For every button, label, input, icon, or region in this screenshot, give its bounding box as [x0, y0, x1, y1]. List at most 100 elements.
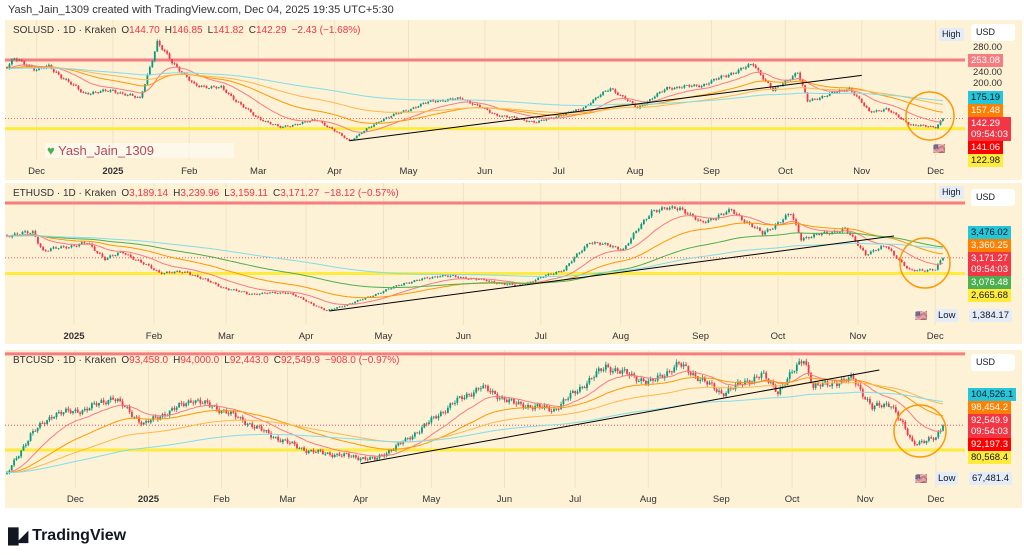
candle-body [416, 432, 419, 434]
candle-body [26, 231, 29, 234]
candle-body [875, 110, 878, 112]
price-plot[interactable] [5, 183, 965, 344]
candle-body [20, 450, 23, 457]
candle-body [916, 270, 919, 272]
candle-body [330, 309, 333, 310]
candle-body [265, 430, 268, 432]
candle-body [602, 369, 605, 371]
candle-body [132, 257, 135, 260]
candle-body [75, 245, 78, 247]
candle-body [52, 247, 55, 249]
candle-body [175, 407, 178, 410]
currency-button[interactable]: USD [971, 354, 1015, 371]
candle-body [260, 426, 263, 431]
us-event-icon[interactable]: 🇺🇸 [933, 144, 946, 155]
candle-body [53, 417, 56, 419]
us-event-icon[interactable]: 🇺🇸 [915, 311, 928, 322]
candle-body [789, 214, 792, 215]
candle-body [213, 86, 215, 88]
candle-body [583, 246, 586, 251]
candle-body [836, 382, 838, 386]
candle-body [666, 207, 668, 210]
candle-body [86, 243, 88, 245]
candle-body [18, 234, 21, 236]
tradingview-logo-icon: █◢ [8, 528, 28, 545]
currency-button[interactable]: USD [971, 24, 1015, 41]
sol-chart-panel[interactable]: SOLUSD · 1D · Kraken O144.70 H146.85 L141.8… [5, 20, 1022, 180]
candle-body [300, 447, 303, 449]
candle-body [232, 411, 235, 413]
candle-body [41, 423, 44, 424]
price-scale[interactable]: USD 3,476.02 3,360.25 3,171.27 09:54:03 3,076… [965, 183, 1022, 344]
candle-body [247, 108, 250, 110]
candle-body [661, 207, 663, 211]
ohlc-key-o: O [121, 355, 130, 366]
candle-body [251, 423, 254, 428]
candle-body [692, 373, 694, 375]
candle-body [666, 371, 669, 377]
candle-body [612, 246, 614, 248]
candle-body [807, 364, 810, 373]
candle-body [609, 88, 612, 91]
candle-body [272, 124, 274, 125]
candle-body [537, 277, 540, 281]
candle-body [129, 254, 132, 258]
candle-body [416, 280, 418, 281]
candle-body [706, 381, 709, 385]
candle-body [395, 113, 398, 115]
candle-body [477, 388, 480, 390]
trendline[interactable] [329, 235, 895, 312]
highlight-circle[interactable] [899, 237, 951, 289]
candle-body [699, 220, 702, 222]
candle-body [407, 110, 410, 112]
candle-body [47, 250, 50, 252]
price-scale[interactable]: USD 104,526.1 98,454.2 92,549.9 09:54:03 92,1… [965, 350, 1022, 508]
candle-body [794, 73, 797, 77]
candle-body [523, 118, 526, 121]
price-plot[interactable] [5, 20, 965, 180]
candle-body [324, 453, 327, 455]
candle-body [927, 437, 930, 441]
candle-body [855, 95, 858, 97]
trendline[interactable] [349, 74, 862, 142]
candle-body [624, 245, 627, 250]
price-scale[interactable]: USD 280.00 240.00 200.00 253.08 175.19 157.48 1… [965, 20, 1022, 180]
candle-body [705, 83, 708, 85]
candle-body [299, 123, 302, 125]
candle-body [742, 67, 745, 69]
candle-body [758, 376, 761, 378]
candle-body [213, 405, 216, 407]
candle-body [727, 388, 730, 393]
time-axis-label: Jul [569, 494, 582, 505]
candle-body [641, 105, 644, 107]
candle-body [668, 207, 671, 210]
candle-body [689, 372, 692, 375]
highlight-circle[interactable] [905, 91, 955, 141]
candle-body [112, 89, 114, 91]
candle-body [153, 268, 155, 271]
candle-body [563, 270, 565, 272]
candle-body [876, 402, 878, 406]
currency-button[interactable]: USD [971, 189, 1015, 206]
candle-body [413, 432, 416, 437]
trendline[interactable] [360, 369, 880, 465]
candle-body [380, 120, 383, 123]
candle-body [76, 409, 79, 413]
candle-body [310, 302, 313, 304]
us-event-icon[interactable]: 🇺🇸 [915, 474, 928, 485]
candle-body [722, 213, 725, 215]
candle-body [49, 248, 52, 251]
candle-body [538, 404, 541, 408]
tradingview-logo[interactable]: █◢ TradingView [8, 527, 126, 545]
candle-body [140, 422, 143, 425]
candle-body [880, 246, 883, 249]
candle-body [633, 373, 636, 376]
candle-body [341, 133, 343, 136]
candle-body [863, 102, 866, 106]
btc-chart-panel[interactable]: BTCUSD · 1D · Kraken O93,458.0 H94,000.0 L9… [5, 350, 1022, 508]
eth-chart-panel[interactable]: ETHUSD · 1D · Kraken O3,189.14 H3,239.96 L3… [5, 183, 1022, 344]
price-plot[interactable] [5, 350, 965, 508]
highlight-circle[interactable] [893, 404, 947, 458]
candle-body [385, 453, 388, 457]
candle-body [913, 441, 916, 445]
